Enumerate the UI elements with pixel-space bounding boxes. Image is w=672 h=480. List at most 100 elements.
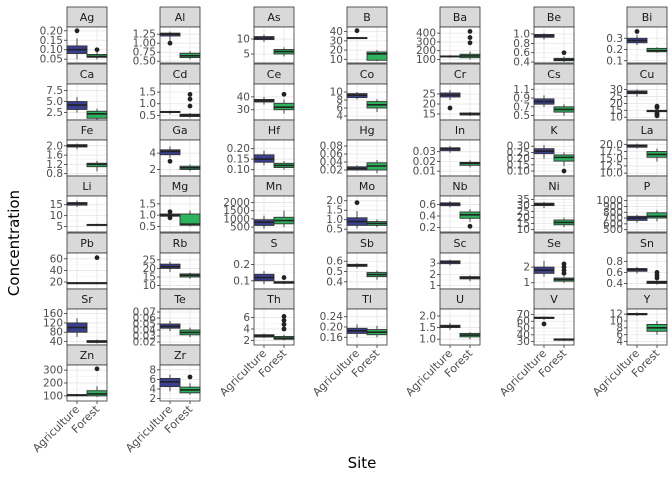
y-tick-label: 0.04: [320, 157, 344, 169]
y-tick-label: 0.5: [326, 224, 343, 236]
facet-strip-label: As: [267, 11, 281, 24]
facet-strip-label: Co: [360, 68, 375, 81]
facet-panel-ag: Ag 0.050.100.150.20: [40, 6, 108, 66]
y-tick-label: 6: [243, 312, 250, 324]
y-tick-label: 0.20: [227, 143, 250, 155]
y-tick-label: 6: [616, 329, 623, 341]
y-tick-label: 1.25: [133, 29, 156, 41]
y-tick-label: 2: [149, 164, 156, 176]
y-tick-label: 15: [423, 109, 436, 121]
facet-strip-label: Te: [173, 293, 186, 306]
outlier-point: [634, 29, 640, 34]
panel-background: [440, 140, 480, 176]
outlier-point: [354, 28, 360, 34]
facet-strip-label: Cu: [640, 68, 655, 81]
y-tick-label: 10: [610, 316, 623, 328]
facet-strip-label: Be: [547, 11, 562, 24]
outlier-point: [281, 91, 287, 97]
panel-border: [439, 26, 481, 64]
y-tick-label: 1: [429, 280, 436, 292]
y-tick-label: 2.0: [46, 140, 63, 152]
y-tick-label: 1.0: [139, 98, 156, 110]
y-tick-label: 400: [416, 28, 436, 40]
y-tick-label: 1.0: [419, 334, 436, 346]
y-tick-label: 0.75: [133, 47, 156, 59]
y-tick-label: 15: [517, 218, 530, 230]
y-tick-label: 0.50: [133, 56, 156, 68]
panel-border: [66, 26, 108, 64]
y-tick-label: 1.1: [513, 84, 530, 96]
outlier-point: [467, 28, 473, 34]
y-tick-label: 20: [50, 277, 63, 289]
panel-border: [533, 26, 575, 64]
y-tick-label: 0.15: [40, 35, 63, 47]
y-tick-label: 0.08: [320, 141, 343, 153]
facet-strip-label: Ni: [548, 180, 559, 193]
outlier-point: [281, 314, 287, 319]
facet-strip-label: Th: [266, 293, 281, 306]
y-tick-label: 40: [50, 336, 63, 348]
y-tick-label: 1.5: [139, 198, 156, 210]
y-tick-label: 12: [610, 309, 623, 321]
y-tick-label: 600: [603, 218, 623, 230]
facet-panel-bi: Bi 0.10.20.3: [606, 6, 668, 67]
y-tick-label: 30: [330, 35, 343, 47]
facet-panel-as: As 5 10: [237, 6, 295, 64]
facet-strip-label: Y: [643, 293, 651, 306]
y-tick-label: 120: [43, 317, 63, 329]
y-tick-label: 25: [423, 89, 436, 101]
facet-strip-label: Bi: [642, 11, 653, 24]
y-tick-label: 0.25: [507, 147, 530, 159]
y-tick-label: 0.20: [40, 25, 63, 37]
facet-strip-label: Al: [175, 11, 186, 24]
panel-border: [439, 195, 481, 233]
y-tick-label: 60: [517, 316, 530, 328]
y-tick-label: 0.1: [233, 275, 250, 287]
panel-border: [346, 308, 388, 346]
panel-border: [159, 195, 201, 233]
facet-panel-al: Al 0.500.751.001.25: [133, 6, 201, 68]
facet-strip-label: Mg: [172, 180, 188, 193]
y-tick-label: 0.01: [413, 166, 436, 178]
facet-strip-label: Zn: [80, 349, 95, 362]
outlier-point: [94, 366, 100, 372]
y-tick-label: 35: [517, 194, 530, 206]
panel-background: [254, 27, 294, 63]
facet-panel-u: U 1.01.52.0: [419, 288, 481, 346]
y-tick-label: 2: [243, 335, 250, 347]
y-tick-label: 25: [143, 254, 156, 266]
facet-panel-be: Be 0.40.60.81.0: [513, 6, 575, 69]
y-tick-label: 5.0: [46, 96, 63, 108]
y-tick-label: 10: [50, 210, 63, 222]
y-tick-label: 0.4: [419, 211, 436, 223]
y-tick-label: 0.2: [419, 222, 436, 234]
y-tick-label: 0.8: [606, 256, 623, 268]
y-tick-label: 1.0: [326, 214, 343, 226]
y-tick-label: 200: [43, 378, 63, 390]
facet-strip-label: Sn: [640, 237, 654, 250]
facet-panel-in: In 0.010.020.03: [413, 119, 481, 178]
facet-strip-label: Ba: [453, 11, 467, 24]
y-tick-label: 0.05: [133, 319, 156, 331]
facet-strip-label: Tl: [361, 293, 372, 306]
facet-panel-sc: Sc 123: [429, 232, 481, 292]
panel-border: [439, 308, 481, 346]
y-tick-label: 0.20: [320, 322, 343, 334]
facet-strip-label: Hg: [359, 124, 374, 137]
panel-border: [253, 26, 295, 64]
facet-strip-label: B: [363, 11, 371, 24]
outlier-point: [281, 326, 287, 332]
y-tick-label: 0.30: [507, 141, 530, 153]
panel-border: [626, 195, 668, 233]
panel-background: [534, 196, 574, 232]
y-tick-label: 300: [43, 365, 63, 377]
y-tick-label: 0.15: [507, 159, 530, 171]
y-tick-label: 6: [336, 103, 343, 115]
y-tick-label: 100: [43, 390, 63, 402]
y-tick-label: 5: [56, 221, 63, 233]
